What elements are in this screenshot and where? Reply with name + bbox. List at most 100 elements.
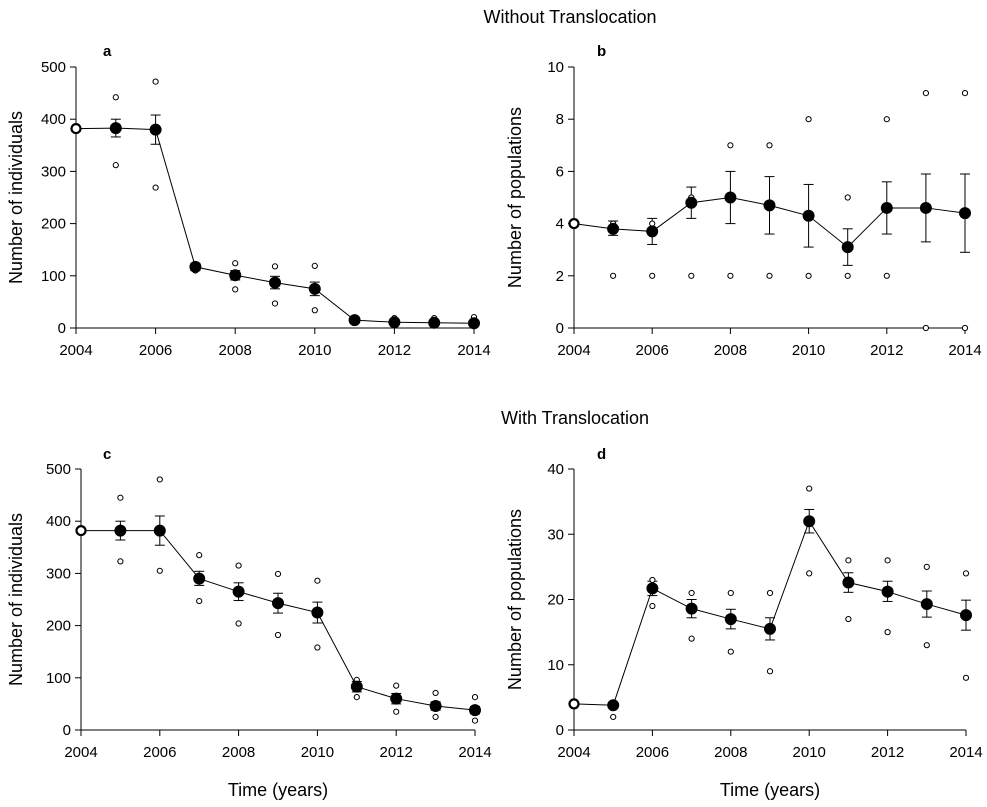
x-tick-label: 2010 [792, 342, 825, 359]
min-point [196, 597, 203, 605]
y-tick-label: 500 [46, 461, 71, 478]
x-tick-label: 2006 [139, 342, 172, 359]
x-tick-label: 2008 [714, 342, 747, 359]
x-tick-label: 2004 [64, 744, 97, 761]
y-tick-label: 30 [547, 526, 564, 543]
x-tick-label: 2006 [143, 744, 176, 761]
max-point [766, 589, 774, 597]
x-tick-label: 2008 [219, 342, 252, 359]
mean-point [229, 269, 242, 282]
x-axis-label: Time (years) [720, 780, 820, 800]
panel-c: 0 100 200 300 400 500 2004 2006 2008 2010 2012 2014… [6, 446, 492, 800]
mean-point [153, 524, 166, 537]
mean-point [920, 598, 933, 611]
panel-d: 0 10 20 30 40 2004 2006 2008 2010 2012 2014 d Number… [505, 446, 983, 800]
max-point [727, 589, 734, 597]
min-point [845, 615, 852, 623]
max-point [805, 116, 812, 123]
mean-point [232, 585, 245, 598]
mean-point [685, 196, 698, 209]
x-axis-label: Time (years) [228, 780, 328, 800]
max-point [471, 694, 479, 701]
x-tick-label: 2008 [222, 744, 255, 761]
max-point [923, 563, 930, 570]
max-point [117, 494, 124, 501]
mean-point [193, 572, 206, 585]
min-point [961, 324, 969, 332]
min-point [884, 629, 891, 636]
mean-point [388, 316, 401, 329]
max-point [314, 577, 321, 584]
x-tick-label: 2012 [380, 744, 413, 761]
mean-point [350, 680, 363, 693]
mean-point [881, 585, 894, 598]
mean-point [428, 316, 441, 329]
max-point [432, 689, 439, 697]
mean-point [468, 317, 480, 330]
x-tick-label: 2004 [557, 744, 590, 761]
y-axis-label: Number of populations [505, 107, 525, 288]
mean-point [802, 209, 815, 222]
min-point [610, 272, 617, 279]
y-tick-label: 300 [41, 163, 66, 180]
y-tick-label: 6 [556, 163, 564, 180]
max-point [883, 116, 890, 123]
y-tick-label: 500 [41, 59, 66, 76]
min-point [232, 286, 239, 293]
max-point [649, 576, 656, 584]
mean-line [75, 127, 475, 324]
y-tick-label: 100 [46, 670, 71, 687]
min-point [688, 635, 695, 642]
mean-point [272, 597, 284, 610]
mean-point [842, 576, 855, 589]
mean-point [919, 201, 932, 214]
y-tick-label: 100 [41, 268, 66, 285]
y-tick-label: 0 [63, 722, 71, 739]
mean-point [109, 122, 122, 135]
x-tick-label: 2014 [948, 342, 981, 359]
panel-letter: a [103, 43, 112, 60]
min-point [649, 602, 656, 610]
min-point [314, 644, 321, 651]
min-point [805, 272, 812, 279]
x-tick-label: 2010 [793, 744, 826, 761]
mean-point [311, 606, 324, 619]
min-point [311, 307, 318, 314]
min-point [432, 713, 439, 721]
mean-point [568, 218, 580, 230]
title-with-translocation: With Translocation [501, 408, 649, 428]
min-point [766, 272, 773, 279]
min-point [727, 648, 734, 655]
mean-point [390, 692, 403, 705]
mean-point [607, 222, 620, 235]
max-point [112, 94, 119, 101]
mean-line [81, 530, 476, 711]
max-point [688, 589, 695, 597]
y-axis-label: Number of individuals [6, 513, 26, 686]
min-point [844, 272, 851, 279]
x-tick-label: 2014 [458, 744, 491, 761]
min-point [156, 567, 163, 574]
max-point [393, 682, 400, 689]
x-tick-label: 2006 [636, 342, 669, 359]
min-point [766, 668, 774, 675]
max-point [962, 570, 970, 577]
panel-b: 0 2 4 6 8 10 2004 2006 2008 2010 2012 2014 b Number o… [505, 43, 982, 359]
max-point [922, 90, 930, 97]
mean-point [724, 191, 737, 204]
title-without-translocation: Without Translocation [483, 7, 656, 27]
max-point [156, 476, 163, 483]
max-point [271, 263, 279, 270]
max-point [649, 220, 656, 227]
x-tick-label: 2006 [636, 744, 669, 761]
y-tick-label: 0 [58, 320, 66, 337]
min-point [923, 642, 930, 649]
max-point [806, 485, 813, 492]
min-point [235, 620, 242, 627]
min-point [649, 272, 656, 279]
y-tick-label: 40 [547, 461, 564, 478]
max-point [235, 562, 242, 569]
min-point [393, 708, 400, 715]
y-tick-label: 2 [556, 268, 564, 285]
